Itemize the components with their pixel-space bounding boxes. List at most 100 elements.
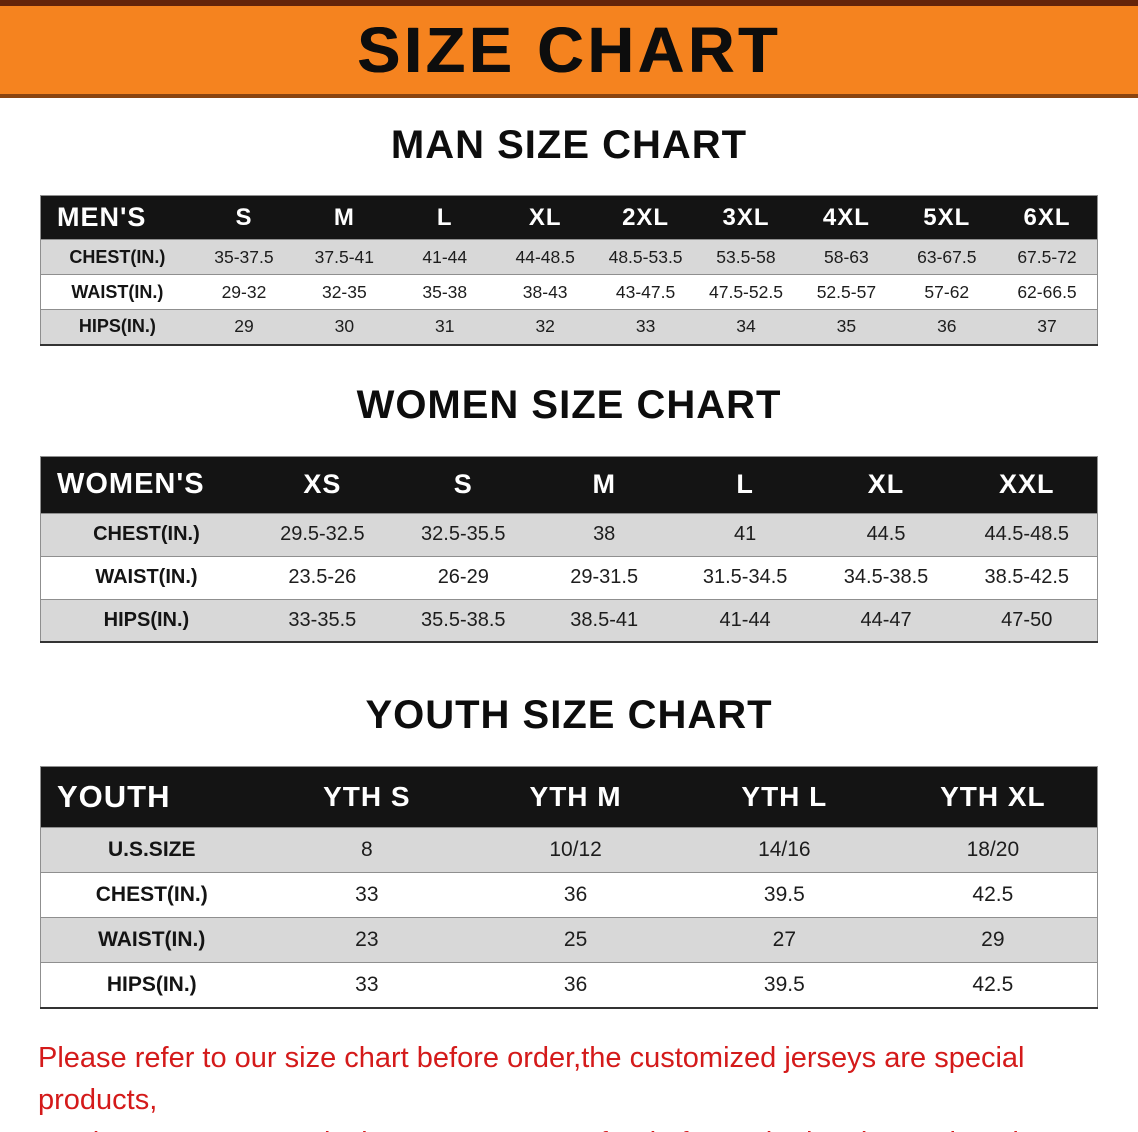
size-cell: 44-47 xyxy=(860,608,912,631)
size-chart-title: SIZE CHART xyxy=(357,14,781,86)
size-cell: 30 xyxy=(334,316,355,337)
column-header: XL xyxy=(494,195,596,240)
women-size-table: WOMEN'S XS S M L XL XXL CHEST(IN.) 29.5-32.5 32.5… xyxy=(40,455,1098,643)
column-header: L xyxy=(394,195,495,240)
size-cell: 8 xyxy=(361,838,373,861)
men-size-table: MEN'S S M L XL 2XL 3XL 4XL 5XL 6XL CHEST(IN.) 35-37… xyxy=(40,195,1098,346)
size-cell: 34.5-38.5 xyxy=(843,566,929,588)
size-cell: 58-63 xyxy=(824,246,869,267)
table-row: HIPS(IN.) 29 30 31 32 33 34 35 36 37 xyxy=(40,309,1098,345)
column-header: 3XL xyxy=(695,195,797,240)
table-row: HIPS(IN.) 33-35.5 35.5-38.5 38.5-41 41-44 44-… xyxy=(40,599,1098,642)
size-cell: 52.5-57 xyxy=(816,281,877,302)
column-header: YTH M xyxy=(471,766,680,828)
row-label: CHEST(IN.) xyxy=(95,883,208,906)
size-cell: 36 xyxy=(563,972,588,996)
column-header: M xyxy=(294,195,395,240)
size-cell: 29.5-32.5 xyxy=(280,523,365,545)
size-cell: 34 xyxy=(736,316,756,337)
column-header: 6XL xyxy=(997,195,1098,240)
size-cell: 33 xyxy=(355,972,379,996)
table-row: WAIST(IN.) 23 25 27 29 xyxy=(40,917,1098,963)
table-corner-label: MEN'S xyxy=(40,195,194,240)
column-header: 5XL xyxy=(896,195,997,240)
table-header-row: MEN'S S M L XL 2XL 3XL 4XL 5XL 6XL xyxy=(40,195,1098,240)
table-row: CHEST(IN.) 29.5-32.5 32.5-35.5 38 41 44.5 44.5… xyxy=(40,513,1098,556)
row-label: WAIST(IN.) xyxy=(95,566,198,588)
youth-size-chart-section: YOUTH SIZE CHART YOUTH YTH S YTH M YTH L YTH… xyxy=(0,693,1138,1009)
size-cell: 31 xyxy=(435,316,455,337)
size-cell: 38 xyxy=(593,523,616,545)
size-cell: 42.5 xyxy=(972,883,1014,906)
size-cell: 36 xyxy=(563,883,588,906)
size-chart-banner: SIZE CHART xyxy=(0,0,1138,98)
table-header-row: YOUTH YTH S YTH M YTH L YTH XL xyxy=(40,766,1098,828)
table-row: CHEST(IN.) 35-37.5 37.5-41 41-44 44-48.5 48.5… xyxy=(40,239,1098,275)
size-cell: 32.5-35.5 xyxy=(421,523,506,545)
size-cell: 29 xyxy=(981,928,1005,951)
disclaimer-line-1: Please refer to our size chart before or… xyxy=(38,1041,1025,1117)
row-label: CHEST(IN.) xyxy=(69,246,166,267)
size-cell: 39.5 xyxy=(763,972,805,996)
size-cell: 10/12 xyxy=(549,838,602,861)
disclaimer: Please refer to our size chart before or… xyxy=(38,1037,1100,1132)
size-cell: 47.5-52.5 xyxy=(709,281,783,302)
row-label: CHEST(IN.) xyxy=(93,523,200,545)
row-label: HIPS(IN.) xyxy=(103,608,190,631)
row-label: WAIST(IN.) xyxy=(71,281,164,302)
size-cell: 37.5-41 xyxy=(314,246,375,267)
table-row: U.S.SIZE 8 10/12 14/16 18/20 xyxy=(40,827,1098,873)
youth-size-table: YOUTH YTH S YTH M YTH L YTH XL U.S.SIZE 8 10/12… xyxy=(40,766,1098,1009)
row-label: U.S.SIZE xyxy=(107,838,196,861)
size-cell: 31.5-34.5 xyxy=(702,566,788,588)
column-header: YTH S xyxy=(262,766,472,828)
table-row: WAIST(IN.) 23.5-26 26-29 29-31.5 31.5-34.5 34… xyxy=(40,556,1098,599)
column-header: XS xyxy=(251,456,393,513)
column-header: M xyxy=(533,456,675,513)
size-cell: 26-29 xyxy=(437,566,489,588)
table-corner-label: YOUTH xyxy=(40,766,263,828)
size-cell: 67.5-72 xyxy=(1017,246,1077,267)
size-cell: 35.5-38.5 xyxy=(421,608,506,631)
size-cell: 32 xyxy=(535,316,555,337)
table-corner-label: WOMEN'S xyxy=(40,456,252,513)
size-cell: 57-62 xyxy=(924,281,970,302)
row-label: WAIST(IN.) xyxy=(98,928,206,951)
size-cell: 53.5-58 xyxy=(716,246,776,267)
size-cell: 42.5 xyxy=(972,972,1014,996)
row-label: HIPS(IN.) xyxy=(106,972,197,996)
size-cell: 25 xyxy=(563,928,588,951)
column-header: L xyxy=(674,456,816,513)
size-cell: 44-48.5 xyxy=(515,246,575,267)
column-header: S xyxy=(392,456,534,513)
size-cell: 38.5-42.5 xyxy=(984,566,1069,588)
table-row: WAIST(IN.) 29-32 32-35 35-38 38-43 43-47.5 47.… xyxy=(40,274,1098,310)
column-header: 4XL xyxy=(796,195,897,240)
size-cell: 63-67.5 xyxy=(917,246,977,267)
size-cell: 23.5-26 xyxy=(288,566,357,588)
size-cell: 29 xyxy=(234,316,254,337)
size-cell: 32-35 xyxy=(321,281,367,302)
size-cell: 35 xyxy=(836,316,857,337)
size-cell: 41-44 xyxy=(719,608,771,631)
column-header: XL xyxy=(815,456,957,513)
size-cell: 38-43 xyxy=(522,281,568,302)
column-header: 2XL xyxy=(595,195,696,240)
size-cell: 14/16 xyxy=(758,838,811,861)
size-cell: 33 xyxy=(355,883,379,906)
size-cell: 33-35.5 xyxy=(288,608,357,631)
column-header: YTH XL xyxy=(888,766,1098,828)
men-size-chart-section: MAN SIZE CHART MEN'S S M L XL 2XL 3XL 4XL 5XL 6XL… xyxy=(0,123,1138,346)
size-cell: 23 xyxy=(355,928,379,951)
size-cell: 44.5-48.5 xyxy=(984,523,1069,545)
size-cell: 48.5-53.5 xyxy=(608,246,683,267)
size-cell: 38.5-41 xyxy=(570,608,639,631)
column-header: S xyxy=(193,195,295,240)
women-section-heading: WOMEN SIZE CHART xyxy=(356,382,782,427)
size-cell: 47-50 xyxy=(1001,608,1053,631)
size-cell: 39.5 xyxy=(763,883,805,906)
table-row: HIPS(IN.) 33 36 39.5 42.5 xyxy=(40,962,1098,1008)
size-cell: 44.5 xyxy=(866,523,906,545)
size-cell: 18/20 xyxy=(966,838,1020,861)
